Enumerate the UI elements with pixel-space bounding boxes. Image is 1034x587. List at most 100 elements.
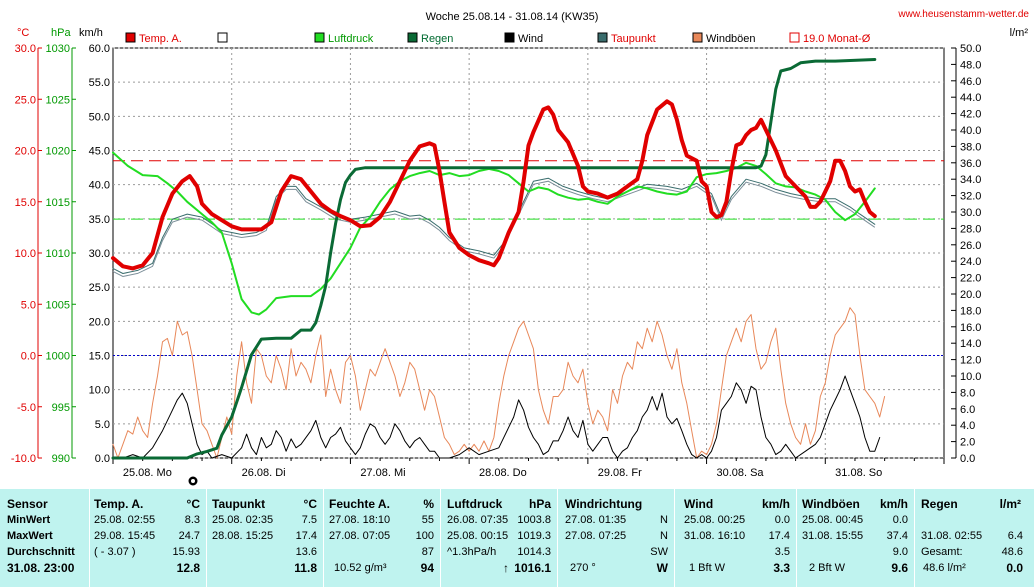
y-tick-wind_kmh: 50.0 bbox=[89, 111, 110, 123]
series-layer bbox=[111, 58, 944, 460]
stats-gust-min: 0.0 bbox=[892, 514, 908, 526]
stats-dir-max: N bbox=[660, 530, 668, 542]
stats-temp-max-time: 29.08. 15:45 bbox=[94, 530, 156, 542]
stats-rain-now-extra: 48.6 l/m² bbox=[923, 562, 966, 574]
stats-dew-header: Taupunkt bbox=[212, 497, 266, 511]
legend-swatch bbox=[407, 32, 418, 43]
legend-label: Temp. A. bbox=[139, 33, 182, 45]
stats-min-label: MinWert bbox=[7, 514, 51, 526]
stats-gust-max-time: 31.08. 15:55 bbox=[802, 530, 864, 542]
stats-sensor-header: Sensor bbox=[7, 497, 48, 511]
stats-col-press: Luftdruck hPa 26.08. 07:35 1003.8 25.08. 0… bbox=[440, 489, 557, 587]
stats-press-avg: 1014.3 bbox=[517, 546, 551, 558]
y-tick-temp_c: 30.0 bbox=[15, 43, 36, 55]
stats-gust-now-extra: 2 Bft W bbox=[809, 562, 846, 574]
y-tick-pressure_hpa: 1030 bbox=[46, 43, 70, 55]
stats-rain-unit: l/m² bbox=[999, 497, 1021, 511]
y-tick-rain: 24.0 bbox=[960, 256, 981, 268]
stats-temp-min: 8.3 bbox=[184, 514, 200, 526]
y-tick-rain: 6.0 bbox=[960, 404, 975, 416]
legend-swatch bbox=[597, 32, 608, 43]
y-tick-temp_c: -5.0 bbox=[17, 402, 36, 414]
stats-temp-now: 12.8 bbox=[176, 561, 200, 575]
stats-humid-header: Feuchte A. bbox=[329, 497, 390, 511]
stats-col-wind: Wind km/h 25.08. 00:25 0.0 31.08. 16:10 17.… bbox=[674, 489, 796, 587]
site-link[interactable]: www.heusenstamm-wetter.de bbox=[897, 9, 1029, 20]
y-tick-rain: 4.0 bbox=[960, 420, 975, 432]
y-tick-rain: 28.0 bbox=[960, 223, 981, 235]
y-tick-temp_c: 10.0 bbox=[15, 248, 36, 260]
stats-wind-header: Wind bbox=[684, 497, 714, 511]
legend-label: Taupunkt bbox=[611, 33, 656, 45]
y-tick-rain: 40.0 bbox=[960, 125, 981, 137]
stats-dir-header: Windrichtung bbox=[565, 497, 643, 511]
stats-col-sensor: Sensor MinWert MaxWert Durchschnitt 31.0… bbox=[0, 489, 88, 587]
y-tick-wind_kmh: 60.0 bbox=[89, 43, 110, 55]
y-tick-wind_kmh: 30.0 bbox=[89, 248, 110, 260]
stats-humid-unit: % bbox=[423, 497, 434, 511]
stats-humid-min-time: 27.08. 18:10 bbox=[329, 514, 391, 526]
y-tick-pressure_hpa: 1005 bbox=[46, 299, 70, 311]
stats-wind-now: 3.3 bbox=[773, 561, 790, 575]
legend-label: Windböen bbox=[706, 33, 756, 45]
y-tick-temp_c: 15.0 bbox=[15, 197, 36, 209]
y-tick-rain: 0.0 bbox=[960, 453, 975, 465]
stats-gust-avg: 9.0 bbox=[892, 546, 908, 558]
stats-humid-now-extra: 10.52 g/m³ bbox=[334, 562, 387, 574]
stats-press-trend-icon: ↑ bbox=[503, 561, 509, 575]
grid bbox=[112, 47, 945, 459]
stats-dew-min-time: 25.08. 02:35 bbox=[212, 514, 274, 526]
stats-temp-unit: °C bbox=[186, 497, 200, 511]
y-tick-pressure_hpa: 1020 bbox=[46, 146, 70, 158]
stats-humid-now: 94 bbox=[420, 561, 434, 575]
x-tick-label: 25.08. Mo bbox=[123, 467, 172, 479]
stats-dew-min: 7.5 bbox=[301, 514, 317, 526]
y-tick-rain: 26.0 bbox=[960, 240, 981, 252]
y-tick-pressure_hpa: 1025 bbox=[46, 94, 70, 106]
stats-press-max: 1019.3 bbox=[517, 530, 551, 542]
stats-press-avg-extra: ^1.3hPa/h bbox=[447, 546, 497, 558]
y-tick-rain: 22.0 bbox=[960, 273, 981, 285]
legend-swatch bbox=[504, 32, 515, 43]
y-tick-temp_c: 20.0 bbox=[15, 146, 36, 158]
y-tick-rain: 8.0 bbox=[960, 387, 975, 399]
y-tick-rain: 14.0 bbox=[960, 338, 981, 350]
stats-max-label: MaxWert bbox=[7, 530, 53, 542]
sun-marker-inner bbox=[191, 479, 195, 483]
legend-label: 19.0 Monat-Ø bbox=[803, 33, 871, 45]
y-tick-wind_kmh: 35.0 bbox=[89, 214, 110, 226]
stats-avg-label: Durchschnitt bbox=[7, 546, 75, 558]
y-tick-wind_kmh: 0.0 bbox=[95, 453, 110, 465]
unit-temp-label: °C bbox=[17, 27, 29, 39]
stats-dew-max: 17.4 bbox=[295, 530, 317, 542]
stats-press-min-time: 26.08. 07:35 bbox=[447, 514, 509, 526]
y-tick-rain: 46.0 bbox=[960, 76, 981, 88]
chart-title: Woche 25.08.14 - 31.08.14 (KW35) bbox=[426, 11, 599, 23]
stats-temp-avg: 15.93 bbox=[172, 546, 200, 558]
legend-swatch bbox=[314, 32, 325, 43]
stats-wind-avg: 3.5 bbox=[774, 546, 790, 558]
stats-dir-avg: SW bbox=[650, 546, 668, 558]
stats-gust-now: 9.6 bbox=[891, 561, 908, 575]
y-tick-rain: 12.0 bbox=[960, 355, 981, 367]
y-tick-wind_kmh: 55.0 bbox=[89, 77, 110, 89]
stats-col-dew: Taupunkt °C 25.08. 02:35 7.5 28.08. 15:25 1… bbox=[206, 489, 323, 587]
y-tick-temp_c: 0.0 bbox=[21, 351, 36, 363]
x-tick-label: 31.08. So bbox=[835, 467, 882, 479]
y-tick-rain: 50.0 bbox=[960, 43, 981, 55]
y-tick-wind_kmh: 40.0 bbox=[89, 180, 110, 192]
series-line bbox=[112, 177, 876, 274]
y-tick-pressure_hpa: 1010 bbox=[46, 248, 70, 260]
axes: 25.08. Mo 26.08. Di 27.08. Mi 28.08. Do 29.0… bbox=[11, 43, 982, 479]
legend-swatch bbox=[125, 32, 136, 43]
stats-col-dir: Windrichtung 27.08. 01:35 N 27.08. 07:25 N… bbox=[557, 489, 674, 587]
legend-label: Wind bbox=[518, 33, 543, 45]
stats-gust-min-time: 25.08. 00:45 bbox=[802, 514, 864, 526]
legend-swatch bbox=[692, 32, 703, 43]
stats-press-header: Luftdruck bbox=[447, 497, 503, 511]
series-line bbox=[112, 375, 881, 459]
x-tick-label: 29.08. Fr bbox=[598, 467, 642, 479]
stats-dir-now-extra: 270 ° bbox=[570, 562, 596, 574]
stats-humid-min: 55 bbox=[421, 514, 434, 526]
stats-gust-unit: km/h bbox=[879, 497, 908, 511]
